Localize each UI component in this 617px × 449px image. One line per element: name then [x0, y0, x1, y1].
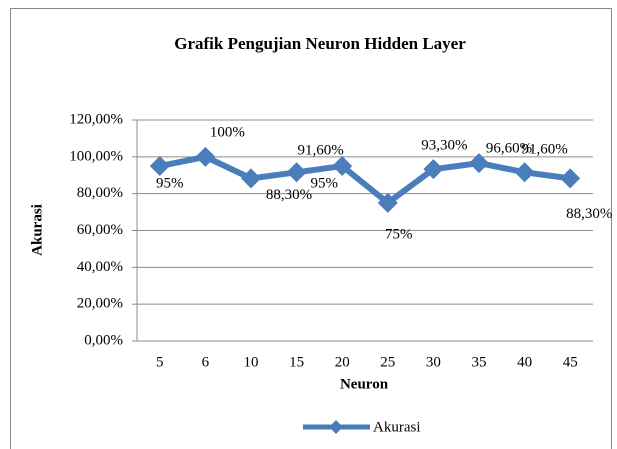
- y-tick-label: 80,00%: [77, 185, 123, 201]
- data-label: 75%: [385, 226, 413, 242]
- marker: [377, 192, 398, 213]
- x-tick-label: 15: [289, 354, 304, 370]
- y-tick-label: 120,00%: [69, 111, 123, 127]
- marker: [423, 159, 444, 180]
- marker: [149, 156, 170, 177]
- x-tick-label: 20: [335, 354, 350, 370]
- line: [159, 153, 571, 206]
- y-tick-label: 0,00%: [84, 332, 123, 348]
- y-tick-label: 20,00%: [77, 296, 123, 312]
- data-label: 95%: [156, 175, 184, 191]
- x-tick-label: 40: [517, 354, 532, 370]
- marker: [286, 162, 307, 183]
- data-label: 96,60%: [486, 141, 532, 157]
- x-tick-label: 10: [244, 354, 259, 370]
- marker: [514, 162, 535, 183]
- legend-label: Akurasi: [373, 419, 421, 435]
- x-tick-label: 45: [563, 354, 578, 370]
- data-label: 93,30%: [421, 138, 467, 154]
- x-axis-label: Neuron: [340, 376, 389, 392]
- chart-title: Grafik Pengujian Neuron Hidden Layer: [174, 34, 466, 53]
- marker: [469, 153, 489, 174]
- marker: [195, 146, 216, 167]
- marker: [241, 168, 261, 189]
- x-tick-label: 5: [156, 354, 164, 370]
- y-tick-label: 60,00%: [77, 222, 123, 238]
- x-tick-label: 35: [472, 354, 487, 370]
- y-tick-label: 40,00%: [77, 259, 123, 275]
- chart-border: [10, 8, 612, 449]
- data-label: 91,60%: [297, 143, 343, 159]
- data-label: 88,30%: [266, 187, 312, 203]
- legend-marker: [329, 420, 343, 434]
- marker: [332, 156, 353, 177]
- y-tick-label: 100,00%: [69, 148, 123, 164]
- x-tick-label: 25: [380, 354, 395, 370]
- data-label: 88,30%: [566, 206, 612, 222]
- data-label: 95%: [310, 175, 338, 191]
- y-axis-label: Akurasi: [29, 204, 45, 256]
- data-label: 91,60%: [521, 142, 567, 158]
- x-tick-label: 6: [202, 354, 210, 370]
- x-tick-label: 30: [426, 354, 441, 370]
- data-label: 100%: [210, 124, 245, 140]
- marker: [560, 168, 581, 189]
